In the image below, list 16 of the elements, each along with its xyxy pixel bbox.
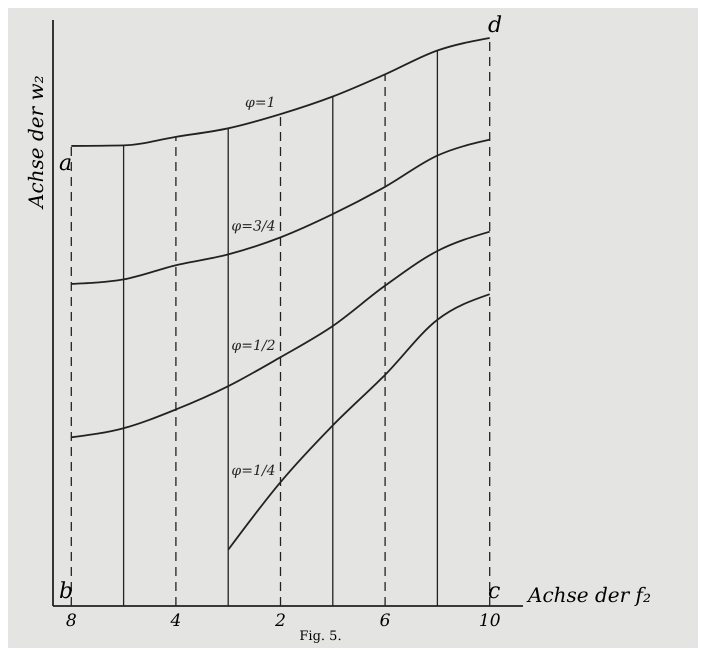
series-label: φ=1/4 <box>231 463 276 480</box>
annotation: d <box>488 13 502 38</box>
series-label: φ=1 <box>245 95 276 112</box>
x-tick-label: 10 <box>478 611 501 631</box>
annotation: b <box>59 579 74 604</box>
x-tick-label: 6 <box>380 611 391 631</box>
x-tick-label: 2 <box>274 611 286 631</box>
x-tick-label: 4 <box>169 611 182 631</box>
series-label: φ=1/2 <box>231 338 276 354</box>
x-tick-label: 8 <box>66 611 77 631</box>
y-axis-title: Achse der w₂ <box>24 75 48 210</box>
series-label: φ=3/4 <box>231 218 276 234</box>
annotation: c <box>488 579 500 604</box>
annotation: a <box>59 150 72 176</box>
caption: Fig. 5. <box>299 629 342 644</box>
x-axis-title: Achse der f₂ <box>526 583 651 607</box>
